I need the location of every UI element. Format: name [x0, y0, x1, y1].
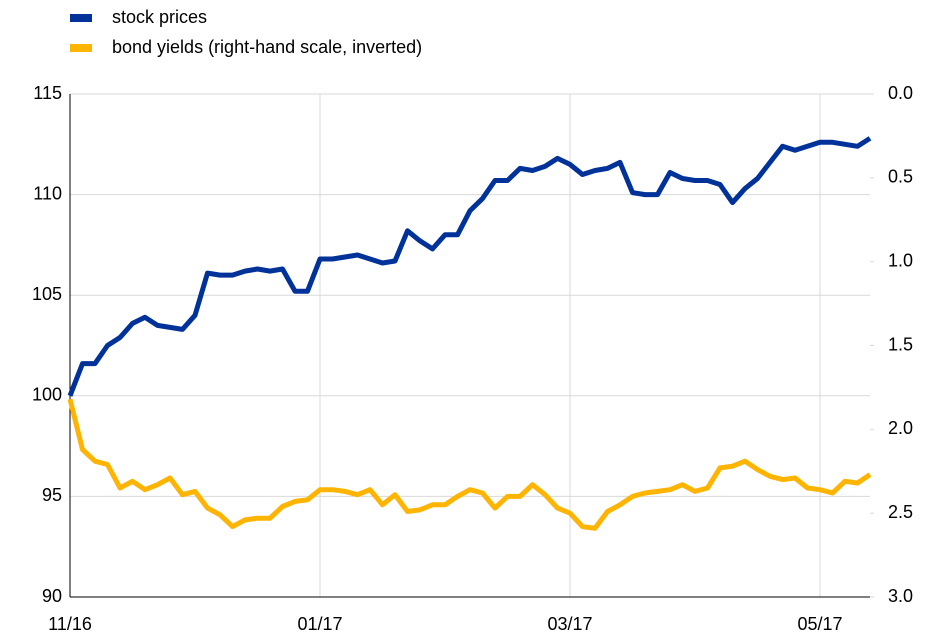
x-tick-label: 11/16 [48, 614, 92, 634]
legend-label: bond yields (right-hand scale, inverted) [112, 37, 422, 57]
y2-tick-label: 0.5 [888, 167, 913, 187]
y-tick-label: 95 [42, 485, 62, 505]
y-tick-label: 100 [32, 385, 62, 405]
legend-swatch [70, 14, 92, 22]
data-line [67, 136, 872, 397]
y2-tick-label: 2.5 [888, 502, 913, 522]
legend-label: stock prices [112, 7, 207, 27]
y2-tick-label: 2.0 [888, 418, 913, 438]
y2-tick-label: 1.5 [888, 334, 913, 354]
y-tick-label: 115 [33, 83, 62, 103]
legend-swatch [70, 44, 92, 52]
y2-tick-label: 1.0 [888, 250, 913, 270]
x-tick-label: 03/17 [547, 614, 592, 634]
y2-tick-label: 3.0 [888, 586, 913, 606]
y-tick-label: 90 [42, 586, 62, 606]
y-tick-label: 105 [32, 284, 62, 304]
y2-tick-label: 0.0 [888, 83, 913, 103]
x-tick-label: 01/17 [297, 614, 342, 634]
data-line [67, 398, 872, 531]
x-tick-label: 05/17 [797, 614, 842, 634]
y-tick-label: 110 [33, 183, 62, 203]
